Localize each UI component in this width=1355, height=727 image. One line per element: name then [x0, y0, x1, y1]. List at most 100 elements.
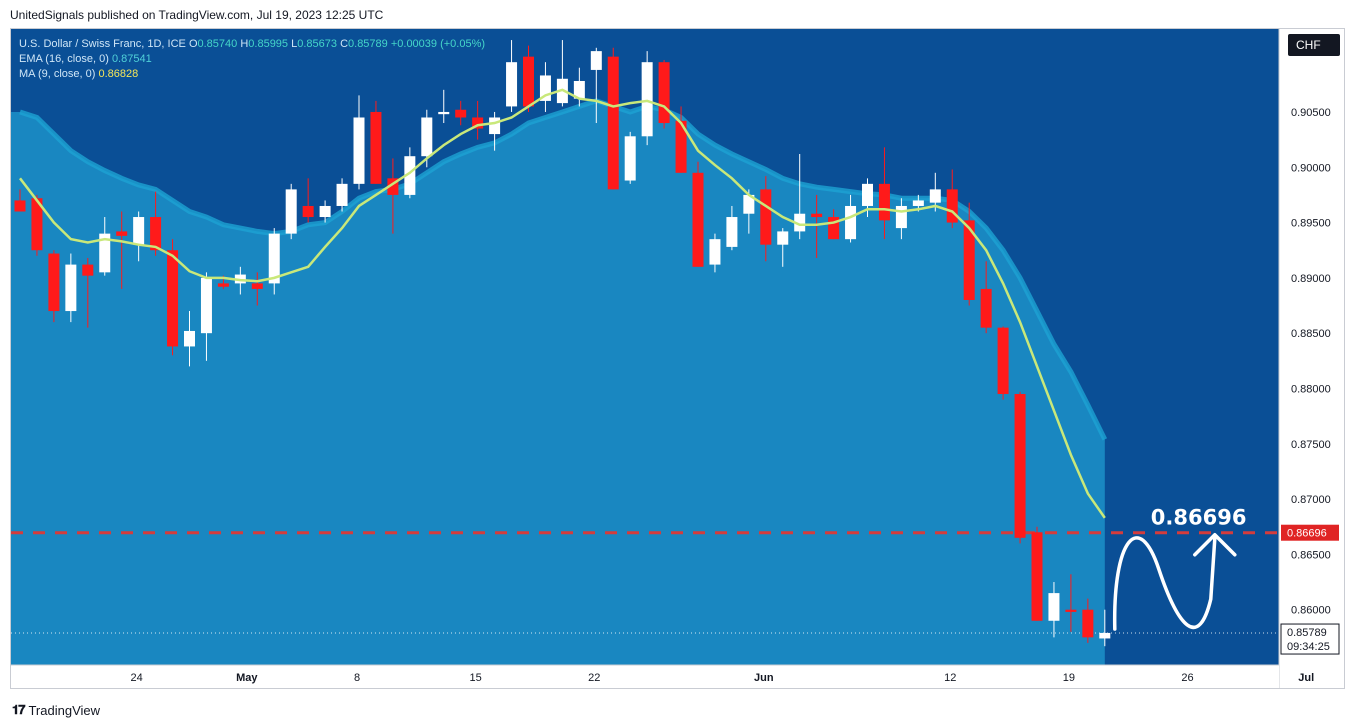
candle-body [133, 217, 145, 245]
candle-body [489, 117, 501, 135]
candle-body [319, 205, 331, 218]
ma-layer [19, 88, 1106, 519]
candle-body [946, 189, 958, 223]
time-tick-label: 12 [944, 672, 956, 684]
candle-body [48, 253, 60, 312]
candle-body [811, 213, 823, 218]
candle [506, 40, 518, 112]
forecast-path [1113, 536, 1217, 631]
candle [455, 100, 467, 126]
candle-body [404, 156, 416, 195]
candle-body [99, 233, 111, 273]
candle-body [217, 283, 229, 287]
legend-ema-row: EMA (16, close, 0) 0.87541 [19, 52, 485, 67]
candle-body [1099, 632, 1111, 639]
candle [980, 261, 992, 334]
candle-body [590, 51, 602, 70]
candle-body [929, 189, 941, 203]
candle-body [912, 200, 924, 206]
price-tick-label: 0.88000 [1291, 383, 1331, 395]
candle-body [387, 178, 399, 195]
candle-body [336, 183, 348, 206]
price-chart[interactable]: 0.86696 0.86000 0.86500 0.87000 0.87500 0.88… [11, 29, 1345, 689]
legend-symbol-row: U.S. Dollar / Swiss Franc, 1D, ICE O0.85… [19, 37, 485, 52]
time-axis[interactable]: 24May81522Jun121926Jul101724A [11, 664, 1345, 689]
legend-c-label: C [340, 38, 349, 50]
countdown-label: 09:34:25 [1287, 641, 1330, 653]
candle-body [675, 120, 687, 173]
candle-body [777, 231, 789, 245]
candle [946, 169, 958, 229]
chart-frame[interactable]: 0.86696 0.86000 0.86500 0.87000 0.87500 0.88… [10, 28, 1345, 689]
candle-body [200, 277, 212, 334]
candle [743, 189, 755, 234]
candle-body [828, 217, 840, 240]
candle [760, 176, 772, 262]
price-axis[interactable]: 0.86000 0.86500 0.87000 0.87500 0.88000 0.885… [1278, 29, 1345, 689]
candle [1065, 574, 1077, 632]
legend-ma-row: MA (9, close, 0) 0.86828 [19, 67, 485, 82]
candle-body [1014, 394, 1026, 538]
candle-body [624, 136, 636, 181]
candle [1082, 598, 1094, 643]
last-price-tag-label: 0.85789 [1287, 627, 1327, 639]
candle [31, 194, 43, 256]
legend-ma-value: 0.86828 [98, 68, 139, 80]
candle [319, 200, 331, 223]
candle [167, 239, 179, 356]
candle-body [82, 264, 94, 276]
currency-button[interactable]: CHF [1288, 34, 1340, 56]
time-tick-label: Jul [1298, 672, 1314, 684]
candle [573, 67, 585, 107]
candle-body [167, 250, 179, 347]
candle-body [997, 327, 1009, 395]
candle [150, 191, 162, 256]
candle [472, 100, 484, 140]
candle-body [794, 213, 806, 232]
candle-body [268, 233, 280, 284]
legend-symbol: U.S. Dollar / Swiss Franc, 1D, ICE [19, 38, 186, 50]
candle-body [1031, 532, 1043, 621]
candle [624, 131, 636, 184]
candle [370, 100, 382, 184]
candle [438, 89, 450, 124]
price-tick-label: 0.89000 [1291, 273, 1331, 285]
candle-body [506, 62, 518, 107]
candle-body [760, 189, 772, 245]
level-layer [11, 531, 1279, 634]
candle [811, 194, 823, 258]
candle-body [150, 217, 162, 251]
candle [65, 253, 77, 323]
candle-body [285, 189, 297, 234]
price-tick-label: 0.87500 [1291, 439, 1331, 451]
time-tick-label: Jun [754, 672, 774, 684]
candle-body [31, 198, 43, 251]
price-tick-label: 0.86000 [1291, 605, 1331, 617]
candle [1014, 391, 1026, 544]
time-tick-label: 26 [1181, 672, 1193, 684]
legend-ema-value: 0.87541 [111, 53, 152, 65]
candle-body [963, 220, 975, 300]
candle [895, 198, 907, 240]
indicator-area [11, 98, 1108, 666]
candle [1048, 582, 1060, 638]
legend-h-value: 0.85995 [248, 38, 289, 50]
time-tick-label: 24 [131, 672, 143, 684]
candle-body [438, 111, 450, 115]
candle [353, 95, 365, 190]
candle-body [862, 183, 873, 206]
forecast-arrowhead [1193, 532, 1237, 557]
candle-body [472, 117, 484, 129]
candle-body [302, 205, 314, 218]
ema-edge-line [19, 98, 1108, 441]
footer-brand: TradingView [28, 702, 101, 718]
candle [82, 257, 94, 328]
legend-ema-label: EMA (16, close, 0) [19, 53, 109, 65]
time-tick-label: 22 [588, 672, 600, 684]
candle [607, 47, 619, 190]
candle-body [709, 239, 721, 265]
candle-body [455, 109, 467, 118]
candle-layer [14, 40, 1111, 647]
time-tick-label: 15 [470, 672, 482, 684]
legend-l-label: L [291, 38, 298, 50]
